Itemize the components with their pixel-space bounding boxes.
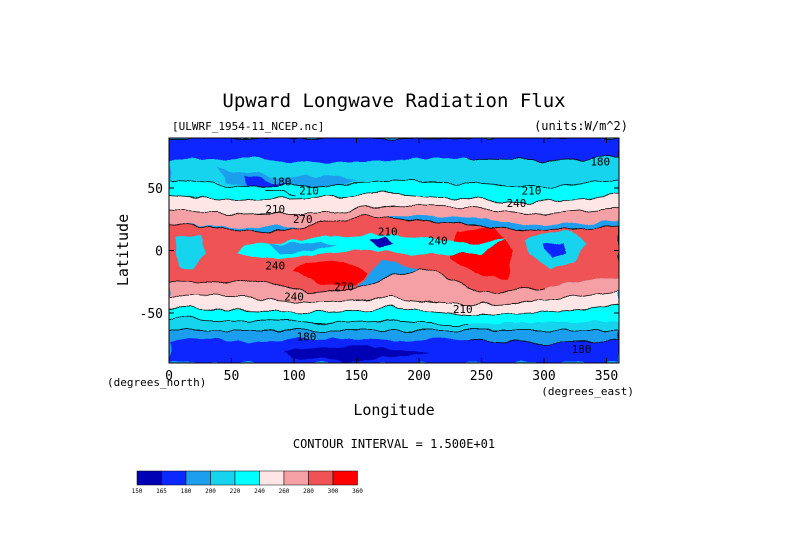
colorbar-swatch bbox=[259, 470, 285, 486]
colorbar-label: 165 bbox=[156, 488, 167, 495]
contour-fill-region bbox=[175, 235, 207, 268]
colorbar-label: 180 bbox=[181, 488, 192, 495]
colorbar-swatch bbox=[185, 470, 211, 486]
colorbar-label: 360 bbox=[352, 488, 363, 495]
chart-title: Upward Longwave Radiation Flux bbox=[222, 90, 565, 112]
contour-fill-region bbox=[169, 180, 619, 203]
contour-fill-region bbox=[169, 268, 619, 306]
x-tick-label: 350 bbox=[595, 369, 618, 384]
y-tick-label: 0 bbox=[155, 245, 163, 260]
contour-line bbox=[169, 138, 619, 161]
x-tick-label: 250 bbox=[470, 369, 493, 384]
contour-label: 240 bbox=[507, 197, 527, 210]
contour-line bbox=[169, 290, 619, 306]
colorbar-swatch bbox=[308, 470, 334, 486]
x-tick-label: 200 bbox=[407, 369, 430, 384]
colorbar-label: 300 bbox=[328, 488, 339, 495]
contour-line bbox=[266, 187, 295, 196]
colorbar: 150 165 180 200 220 240 260 280 300 360 bbox=[132, 470, 363, 495]
x-unit-note: (degrees_east) bbox=[541, 385, 634, 398]
contour-line bbox=[169, 305, 619, 316]
colorbar-swatch bbox=[234, 470, 260, 486]
colorbar-label: 150 bbox=[132, 488, 143, 495]
y-axis-title: Latitude bbox=[114, 214, 132, 286]
colorbar-swatch bbox=[136, 470, 162, 486]
contour-interval-note: CONTOUR INTERVAL = 1.500E+01 bbox=[293, 437, 495, 451]
x-tick-label: 0 bbox=[165, 369, 173, 384]
contour-fill-region bbox=[169, 305, 619, 326]
contour-label: 210 bbox=[265, 203, 285, 216]
contour-fill-region bbox=[294, 260, 369, 286]
contour-label: 270 bbox=[334, 281, 354, 294]
contour-fill-region bbox=[169, 330, 619, 343]
contour-fill-region bbox=[169, 138, 619, 163]
x-tick-label: 100 bbox=[282, 369, 305, 384]
contour-label: 210 bbox=[453, 303, 473, 316]
colorbar-label: 240 bbox=[254, 488, 265, 495]
chart-subtitle-right: (units:W/m^2) bbox=[534, 119, 628, 133]
contour-fill-region bbox=[544, 243, 567, 258]
colorbar-swatch bbox=[332, 470, 358, 486]
colorbar-label: 260 bbox=[279, 488, 290, 495]
contour-fill-region bbox=[169, 193, 619, 216]
contour-line bbox=[169, 267, 545, 294]
contour-line bbox=[169, 317, 470, 326]
contour-line bbox=[169, 330, 619, 344]
contour-label: 240 bbox=[284, 291, 304, 304]
colorbar-swatch bbox=[283, 470, 309, 486]
contour-fill-region bbox=[169, 290, 619, 316]
contour-label: 180 bbox=[297, 331, 317, 344]
contour-line bbox=[169, 192, 619, 204]
contour-label: 270 bbox=[293, 213, 313, 226]
contour-label: 240 bbox=[428, 234, 448, 247]
contour-label: 180 bbox=[572, 343, 592, 356]
colorbar-label: 220 bbox=[230, 488, 241, 495]
x-axis-title: Longitude bbox=[353, 401, 434, 419]
chart-subtitle-left: [ULWRF_1954-11_NCEP.nc] bbox=[172, 120, 324, 133]
contour-fill-region bbox=[281, 345, 432, 361]
contour-label: 240 bbox=[265, 259, 285, 272]
contour-label: 210 bbox=[299, 184, 319, 197]
colorbar-swatch bbox=[210, 470, 236, 486]
x-tick-label: 50 bbox=[224, 369, 240, 384]
contour-fill-region bbox=[369, 238, 394, 248]
contour-label: 180 bbox=[272, 176, 292, 189]
y-unit-note: (degrees_north) bbox=[107, 376, 206, 389]
contour-line bbox=[169, 205, 619, 216]
contour-fill-region bbox=[237, 235, 507, 258]
x-tick-label: 300 bbox=[532, 369, 555, 384]
colorbar-label: 280 bbox=[303, 488, 314, 495]
contour-line bbox=[169, 215, 619, 276]
x-tick-label: 150 bbox=[345, 369, 368, 384]
contour-line bbox=[169, 180, 619, 189]
contour-label: 180 bbox=[590, 156, 610, 169]
contour-fill-region bbox=[169, 205, 619, 228]
contour-fill-region bbox=[169, 318, 619, 331]
y-tick-label: 50 bbox=[147, 182, 163, 197]
y-tick-label: -50 bbox=[140, 307, 163, 322]
contour-fill-region bbox=[269, 243, 338, 253]
colorbar-label: 200 bbox=[205, 488, 216, 495]
contour-label: 210 bbox=[378, 226, 398, 239]
colorbar-swatch bbox=[161, 470, 187, 486]
contour-label: 210 bbox=[522, 184, 542, 197]
